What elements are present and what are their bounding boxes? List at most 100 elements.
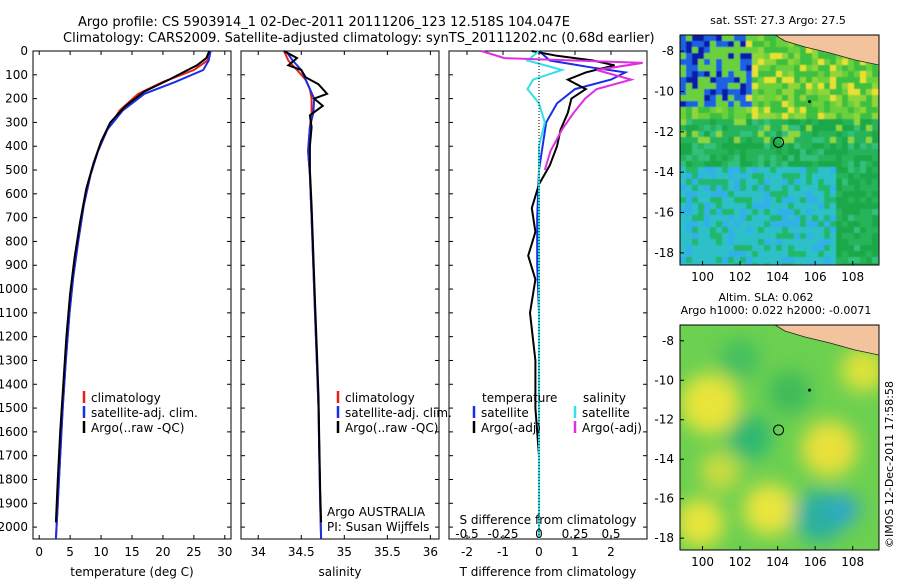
sst-cell — [830, 155, 836, 161]
sst-cell — [776, 107, 782, 113]
sst-cell — [722, 161, 728, 167]
sst-cell — [794, 149, 800, 155]
sst-cell — [764, 119, 770, 125]
sst-cell — [782, 95, 788, 101]
sst-cell — [764, 209, 770, 215]
sst-cell — [692, 53, 698, 59]
map-y-tick-label: -18 — [654, 531, 674, 545]
sst-cell — [686, 209, 692, 215]
sst-cell — [788, 155, 794, 161]
sst-cell — [680, 113, 686, 119]
sst-cell — [734, 239, 740, 245]
sst-cell — [800, 125, 806, 131]
christmas-island-marker — [808, 100, 812, 104]
sst-cell — [692, 71, 698, 77]
sla-blob — [719, 338, 760, 379]
sst-cell — [752, 47, 758, 53]
sst-cell — [698, 59, 704, 65]
sst-cell — [860, 233, 866, 239]
sst-cell — [710, 203, 716, 209]
sst-cell — [788, 47, 794, 53]
sst-cell — [818, 77, 824, 83]
sst-cell — [842, 179, 848, 185]
sst-cell — [722, 113, 728, 119]
sst-cell — [794, 233, 800, 239]
sst-cell — [830, 179, 836, 185]
sst-cell — [794, 131, 800, 137]
sst-cell — [824, 221, 830, 227]
sst-cell — [704, 95, 710, 101]
sst-cell — [794, 155, 800, 161]
sst-cell — [752, 239, 758, 245]
sst-cell — [824, 155, 830, 161]
sst-cell — [752, 131, 758, 137]
sst-cell — [806, 77, 812, 83]
sst-cell — [848, 131, 854, 137]
sst-cell — [680, 41, 686, 47]
sst-cell — [782, 227, 788, 233]
sst-cell — [704, 59, 710, 65]
sst-cell — [770, 65, 776, 71]
sst-cell — [866, 71, 872, 77]
sst-cell — [830, 71, 836, 77]
x-tick-label: 34.5 — [288, 545, 315, 559]
sst-cell — [692, 131, 698, 137]
sst-cell — [680, 53, 686, 59]
sst-cell — [746, 95, 752, 101]
x-tick-label: -1 — [497, 545, 509, 559]
sst-cell — [872, 125, 878, 131]
sst-cell — [842, 197, 848, 203]
sst-cell — [692, 83, 698, 89]
sst-cell — [830, 185, 836, 191]
sst-cell — [692, 233, 698, 239]
sst-cell — [872, 227, 878, 233]
sst-cell — [776, 41, 782, 47]
legend-argo: Argo(..raw -QC) — [91, 421, 184, 435]
sst-cell — [752, 95, 758, 101]
sst-cell — [758, 35, 764, 41]
sst-cell — [710, 251, 716, 257]
sst-cell — [722, 101, 728, 107]
sst-cell — [770, 83, 776, 89]
sst-cell — [824, 107, 830, 113]
sst-cell — [740, 161, 746, 167]
sst-cell — [686, 125, 692, 131]
sst-cell — [746, 65, 752, 71]
sst-cell — [818, 131, 824, 137]
sst-cell — [734, 263, 740, 265]
sst-cell — [776, 125, 782, 131]
sst-cell — [776, 239, 782, 245]
sst-cell — [782, 173, 788, 179]
sst-cell — [752, 161, 758, 167]
sst-cell — [770, 143, 776, 149]
sst-cell — [746, 53, 752, 59]
sst-cell — [848, 257, 854, 263]
sst-cell — [698, 263, 704, 265]
sst-cell — [866, 107, 872, 113]
sst-cell — [860, 131, 866, 137]
sst-cell — [836, 71, 842, 77]
sst-cell — [800, 119, 806, 125]
sst-cell — [788, 83, 794, 89]
sst-cell — [698, 167, 704, 173]
sst-cell — [722, 251, 728, 257]
sst-cell — [680, 35, 686, 41]
sst-cell — [680, 155, 686, 161]
sst-cell — [824, 89, 830, 95]
sst-cell — [836, 185, 842, 191]
series-line-satellite-adj-clim- — [54, 50, 212, 540]
sst-cell — [806, 131, 812, 137]
sst-cell — [704, 35, 710, 41]
sst-cell — [740, 257, 746, 263]
sst-cell — [680, 89, 686, 95]
sst-cell — [812, 203, 818, 209]
sst-cell — [710, 245, 716, 251]
sst-cell — [848, 251, 854, 257]
sst-cell — [698, 209, 704, 215]
sst-cell — [692, 173, 698, 179]
depth-tick-label: 1200 — [0, 330, 28, 344]
sst-cell — [740, 233, 746, 239]
sst-cell — [710, 185, 716, 191]
sla-blob — [699, 451, 740, 492]
sst-cell — [776, 233, 782, 239]
